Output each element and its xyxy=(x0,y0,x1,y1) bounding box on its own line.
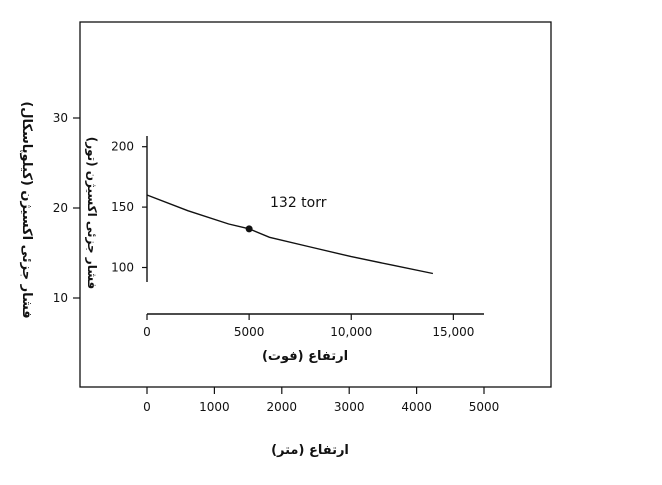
outer-y-axis-label: فشار جزئی اکسیژن (کیلوپاسکال) xyxy=(19,101,34,318)
inset-axes: 100 150 200 0 5000 10,000 15,000 xyxy=(111,136,484,339)
outer-x-tick-label: 5000 xyxy=(469,400,500,414)
inset-x-tick-label: 5000 xyxy=(234,325,265,339)
point-annotation: 132 torr xyxy=(270,195,327,211)
inset-y-tick-label: 150 xyxy=(111,200,134,214)
series-line xyxy=(146,194,434,275)
inset-x-tick-label: 10,000 xyxy=(330,325,372,339)
inset-y-tick-label: 100 xyxy=(111,261,134,275)
outer-x-tick-label: 1000 xyxy=(199,400,230,414)
series-layer xyxy=(146,194,434,275)
inset-x-axis-label: ارتفاع (فوت) xyxy=(262,349,348,364)
outer-frame xyxy=(79,21,552,388)
outer-y-tick-label: 10 xyxy=(53,291,68,305)
inset-x-tick-label: 15,000 xyxy=(432,325,474,339)
outer-y-tick-label: 20 xyxy=(53,201,68,215)
outer-x-tick-label: 0 xyxy=(143,400,151,414)
outer-x-tick-label: 3000 xyxy=(334,400,365,414)
outer-x-axis-label: ارتفاع (متر) xyxy=(271,443,349,458)
highlight-point xyxy=(245,225,253,233)
inset-y-tick-label: 200 xyxy=(111,140,134,154)
inset-y-axis-label: فشار جزئی اکسیژن (تور) xyxy=(84,137,99,290)
outer-y-tick-label: 30 xyxy=(53,111,68,125)
outer-x-tick-label: 4000 xyxy=(401,400,432,414)
inset-x-tick-label: 0 xyxy=(143,325,151,339)
outer-x-tick-label: 2000 xyxy=(267,400,298,414)
